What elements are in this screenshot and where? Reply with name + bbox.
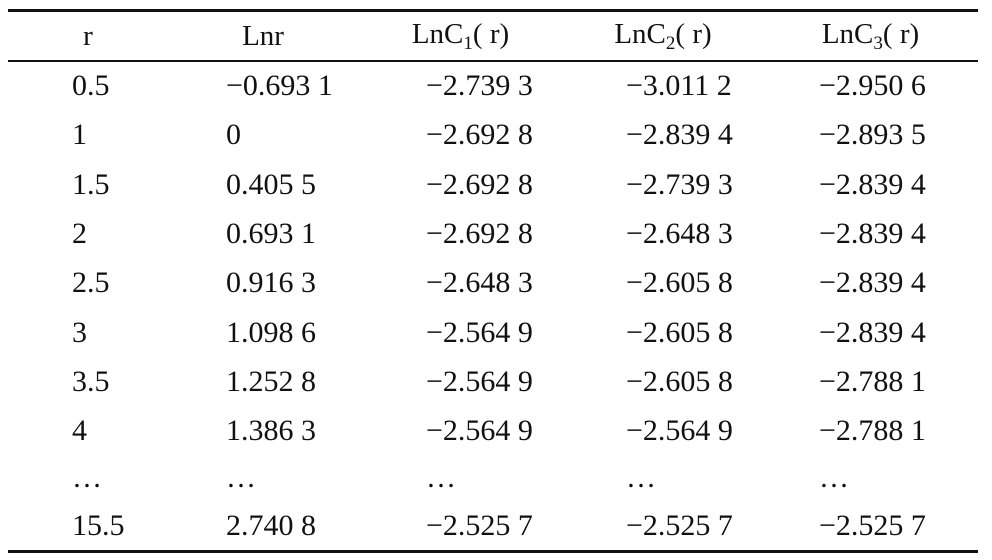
- cell-lnc1: −2.692 8: [426, 217, 533, 251]
- cell-lnc1: …: [426, 461, 457, 495]
- data-table-body: 0.5 −0.693 1 −2.739 3 −3.011 2 −2.950 6 …: [8, 62, 978, 551]
- header-lnc1: LnC1( r): [358, 12, 563, 60]
- cell-lnc3: −2.788 1: [819, 364, 926, 398]
- cell-lnr: 1.386 3: [226, 414, 316, 448]
- cell-lnc3: −2.839 4: [819, 315, 926, 349]
- header-lnc3: LnC3( r): [763, 12, 978, 60]
- cell-r: 0.5: [72, 69, 110, 103]
- cell-lnc2: −2.605 8: [626, 364, 733, 398]
- cell-lnc3: −2.839 4: [819, 217, 926, 251]
- cell-lnr: 0: [226, 118, 241, 152]
- table-row: 1 0 −2.692 8 −2.839 4 −2.893 5: [8, 111, 978, 160]
- cell-lnc2: −2.648 3: [626, 217, 733, 251]
- header-lnc1-prefix: LnC: [411, 17, 464, 50]
- table-row: 4 1.386 3 −2.564 9 −2.564 9 −2.788 1: [8, 407, 978, 456]
- table-top-rule: [8, 9, 978, 12]
- table-row: 15.5 2.740 8 −2.525 7 −2.525 7 −2.525 7: [8, 501, 978, 550]
- cell-r: 2.5: [72, 266, 110, 300]
- cell-r: 2: [72, 217, 87, 251]
- data-table: r Lnr LnC1( r) LnC2( r) LnC3( r): [8, 12, 978, 60]
- cell-lnc1: −2.564 9: [426, 414, 533, 448]
- header-lnc1-suffix: ( r): [472, 17, 510, 50]
- cell-lnc1: −2.692 8: [426, 167, 533, 201]
- header-lnc2-prefix: LnC: [614, 17, 666, 50]
- cell-lnc3: −2.839 4: [819, 266, 926, 300]
- cell-lnc1: −2.525 7: [426, 508, 533, 542]
- header-lnc2: LnC2( r): [563, 12, 763, 60]
- table-row: 3 1.098 6 −2.564 9 −2.605 8 −2.839 4: [8, 308, 978, 357]
- header-r: r: [83, 19, 93, 52]
- header-lnc3-prefix: LnC: [821, 17, 874, 50]
- cell-lnc2: −2.839 4: [626, 118, 733, 152]
- cell-lnc3: −2.950 6: [819, 69, 926, 103]
- table-header-rule: [8, 60, 978, 62]
- cell-r: 15.5: [72, 508, 125, 542]
- cell-lnr: 0.916 3: [226, 266, 316, 300]
- cell-r: …: [72, 461, 103, 495]
- cell-lnc3: −2.525 7: [819, 508, 926, 542]
- header-lnr: Lnr: [242, 19, 284, 52]
- header-lnc3-subscript: 3: [873, 32, 883, 54]
- cell-r: 4: [72, 414, 87, 448]
- table-bottom-rule: [8, 550, 978, 554]
- cell-lnc3: −2.893 5: [819, 118, 926, 152]
- cell-lnr: −0.693 1: [226, 69, 333, 103]
- cell-lnr: 0.405 5: [226, 167, 316, 201]
- table-row: 2 0.693 1 −2.692 8 −2.648 3 −2.839 4: [8, 209, 978, 258]
- cell-lnr: 0.693 1: [226, 217, 316, 251]
- cell-lnc2: −2.525 7: [626, 508, 733, 542]
- cell-lnc2: −3.011 2: [626, 69, 732, 103]
- cell-lnc2: −2.564 9: [626, 414, 733, 448]
- header-lnc2-subscript: 2: [665, 32, 676, 54]
- table-row: 2.5 0.916 3 −2.648 3 −2.605 8 −2.839 4: [8, 259, 978, 308]
- data-table-container: r Lnr LnC1( r) LnC2( r) LnC3( r) 0.5 −0.…: [8, 9, 978, 554]
- cell-lnr: 1.098 6: [226, 315, 316, 349]
- cell-r: 3: [72, 315, 87, 349]
- cell-lnr: 2.740 8: [226, 508, 316, 542]
- table-row: 1.5 0.405 5 −2.692 8 −2.739 3 −2.839 4: [8, 160, 978, 209]
- header-lnc1-subscript: 1: [463, 32, 473, 54]
- cell-lnc1: −2.692 8: [426, 118, 533, 152]
- cell-lnr: 1.252 8: [226, 364, 316, 398]
- cell-lnc3: −2.788 1: [819, 414, 926, 448]
- header-lnc2-suffix: ( r): [675, 17, 712, 50]
- cell-lnc1: −2.564 9: [426, 364, 533, 398]
- cell-lnc3: …: [819, 461, 850, 495]
- cell-r: 1: [72, 118, 87, 152]
- table-row: 0.5 −0.693 1 −2.739 3 −3.011 2 −2.950 6: [8, 62, 978, 111]
- cell-lnc1: −2.739 3: [426, 69, 533, 103]
- cell-lnc3: −2.839 4: [819, 167, 926, 201]
- cell-r: 3.5: [72, 364, 110, 398]
- cell-lnc1: −2.564 9: [426, 315, 533, 349]
- cell-lnc2: −2.605 8: [626, 266, 733, 300]
- table-row-ellipsis: … … … … …: [8, 456, 978, 501]
- table-row: 3.5 1.252 8 −2.564 9 −2.605 8 −2.788 1: [8, 357, 978, 406]
- cell-lnc2: −2.739 3: [626, 167, 733, 201]
- table-header: r Lnr LnC1( r) LnC2( r) LnC3( r): [8, 12, 978, 60]
- cell-lnr: …: [226, 461, 257, 495]
- cell-lnc2: …: [626, 461, 657, 495]
- cell-lnc1: −2.648 3: [426, 266, 533, 300]
- header-row: r Lnr LnC1( r) LnC2( r) LnC3( r): [8, 12, 978, 60]
- header-lnc3-suffix: ( r): [882, 17, 920, 50]
- cell-r: 1.5: [72, 167, 110, 201]
- cell-lnc2: −2.605 8: [626, 315, 733, 349]
